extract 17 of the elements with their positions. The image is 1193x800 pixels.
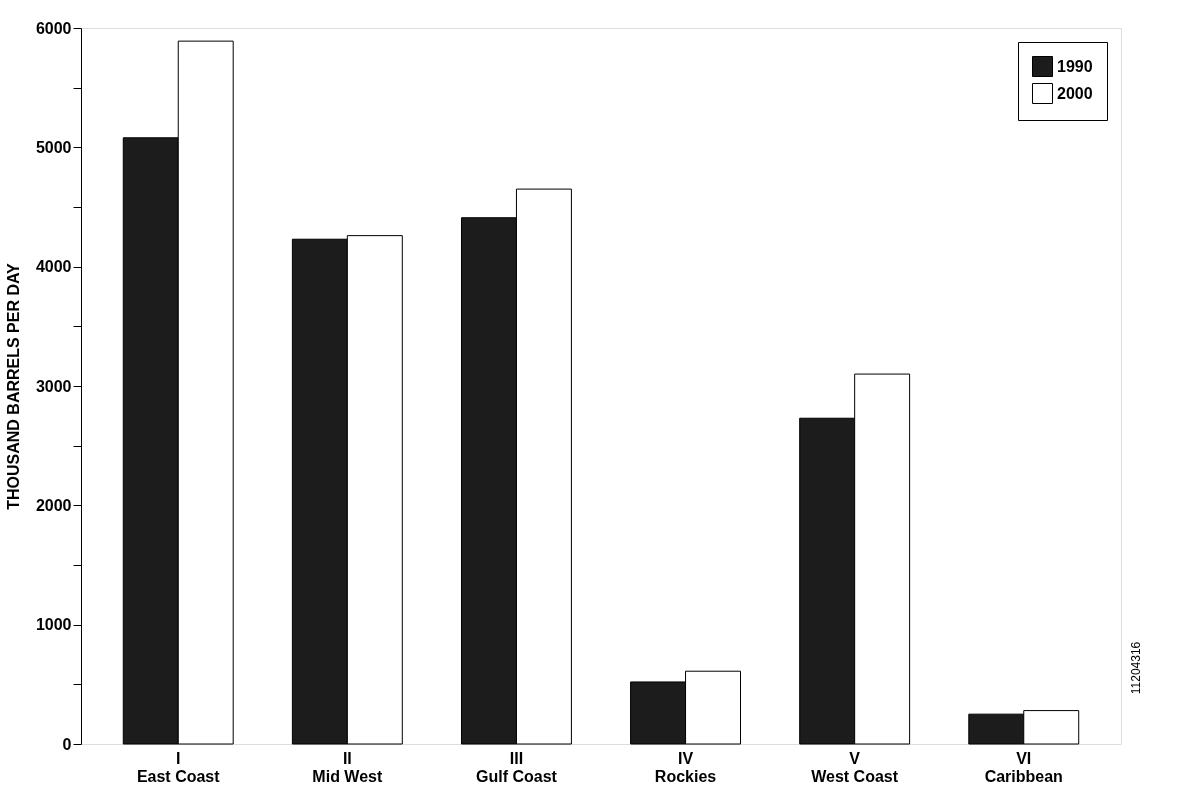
y-tick-label: 3000 — [35, 377, 72, 395]
y-tick-label: 5000 — [35, 138, 72, 156]
y-tick-label: 0 — [62, 735, 72, 753]
y-tick-label: 2000 — [35, 496, 72, 514]
y-tick-label: 4000 — [35, 258, 72, 276]
x-tick-label: V West Coast — [811, 749, 899, 785]
x-tick-label: VI Caribbean — [984, 749, 1063, 785]
x-tick-label: III Gulf Coast — [476, 749, 558, 785]
x-tick-label: IV Rockies — [654, 749, 717, 785]
text: 11204316 — [1129, 641, 1143, 695]
y-tick-label: 6000 — [35, 19, 72, 37]
x-tick-label: I East Coast — [136, 749, 221, 785]
y-tick-label: 1000 — [35, 616, 72, 634]
legend-label: 1990 — [1057, 57, 1093, 75]
x-tick-label: II Mid West — [312, 749, 383, 785]
legend-label: 2000 — [1057, 84, 1093, 102]
y-axis-title: THOUSAND BARRELS PER DAY — [4, 262, 22, 510]
